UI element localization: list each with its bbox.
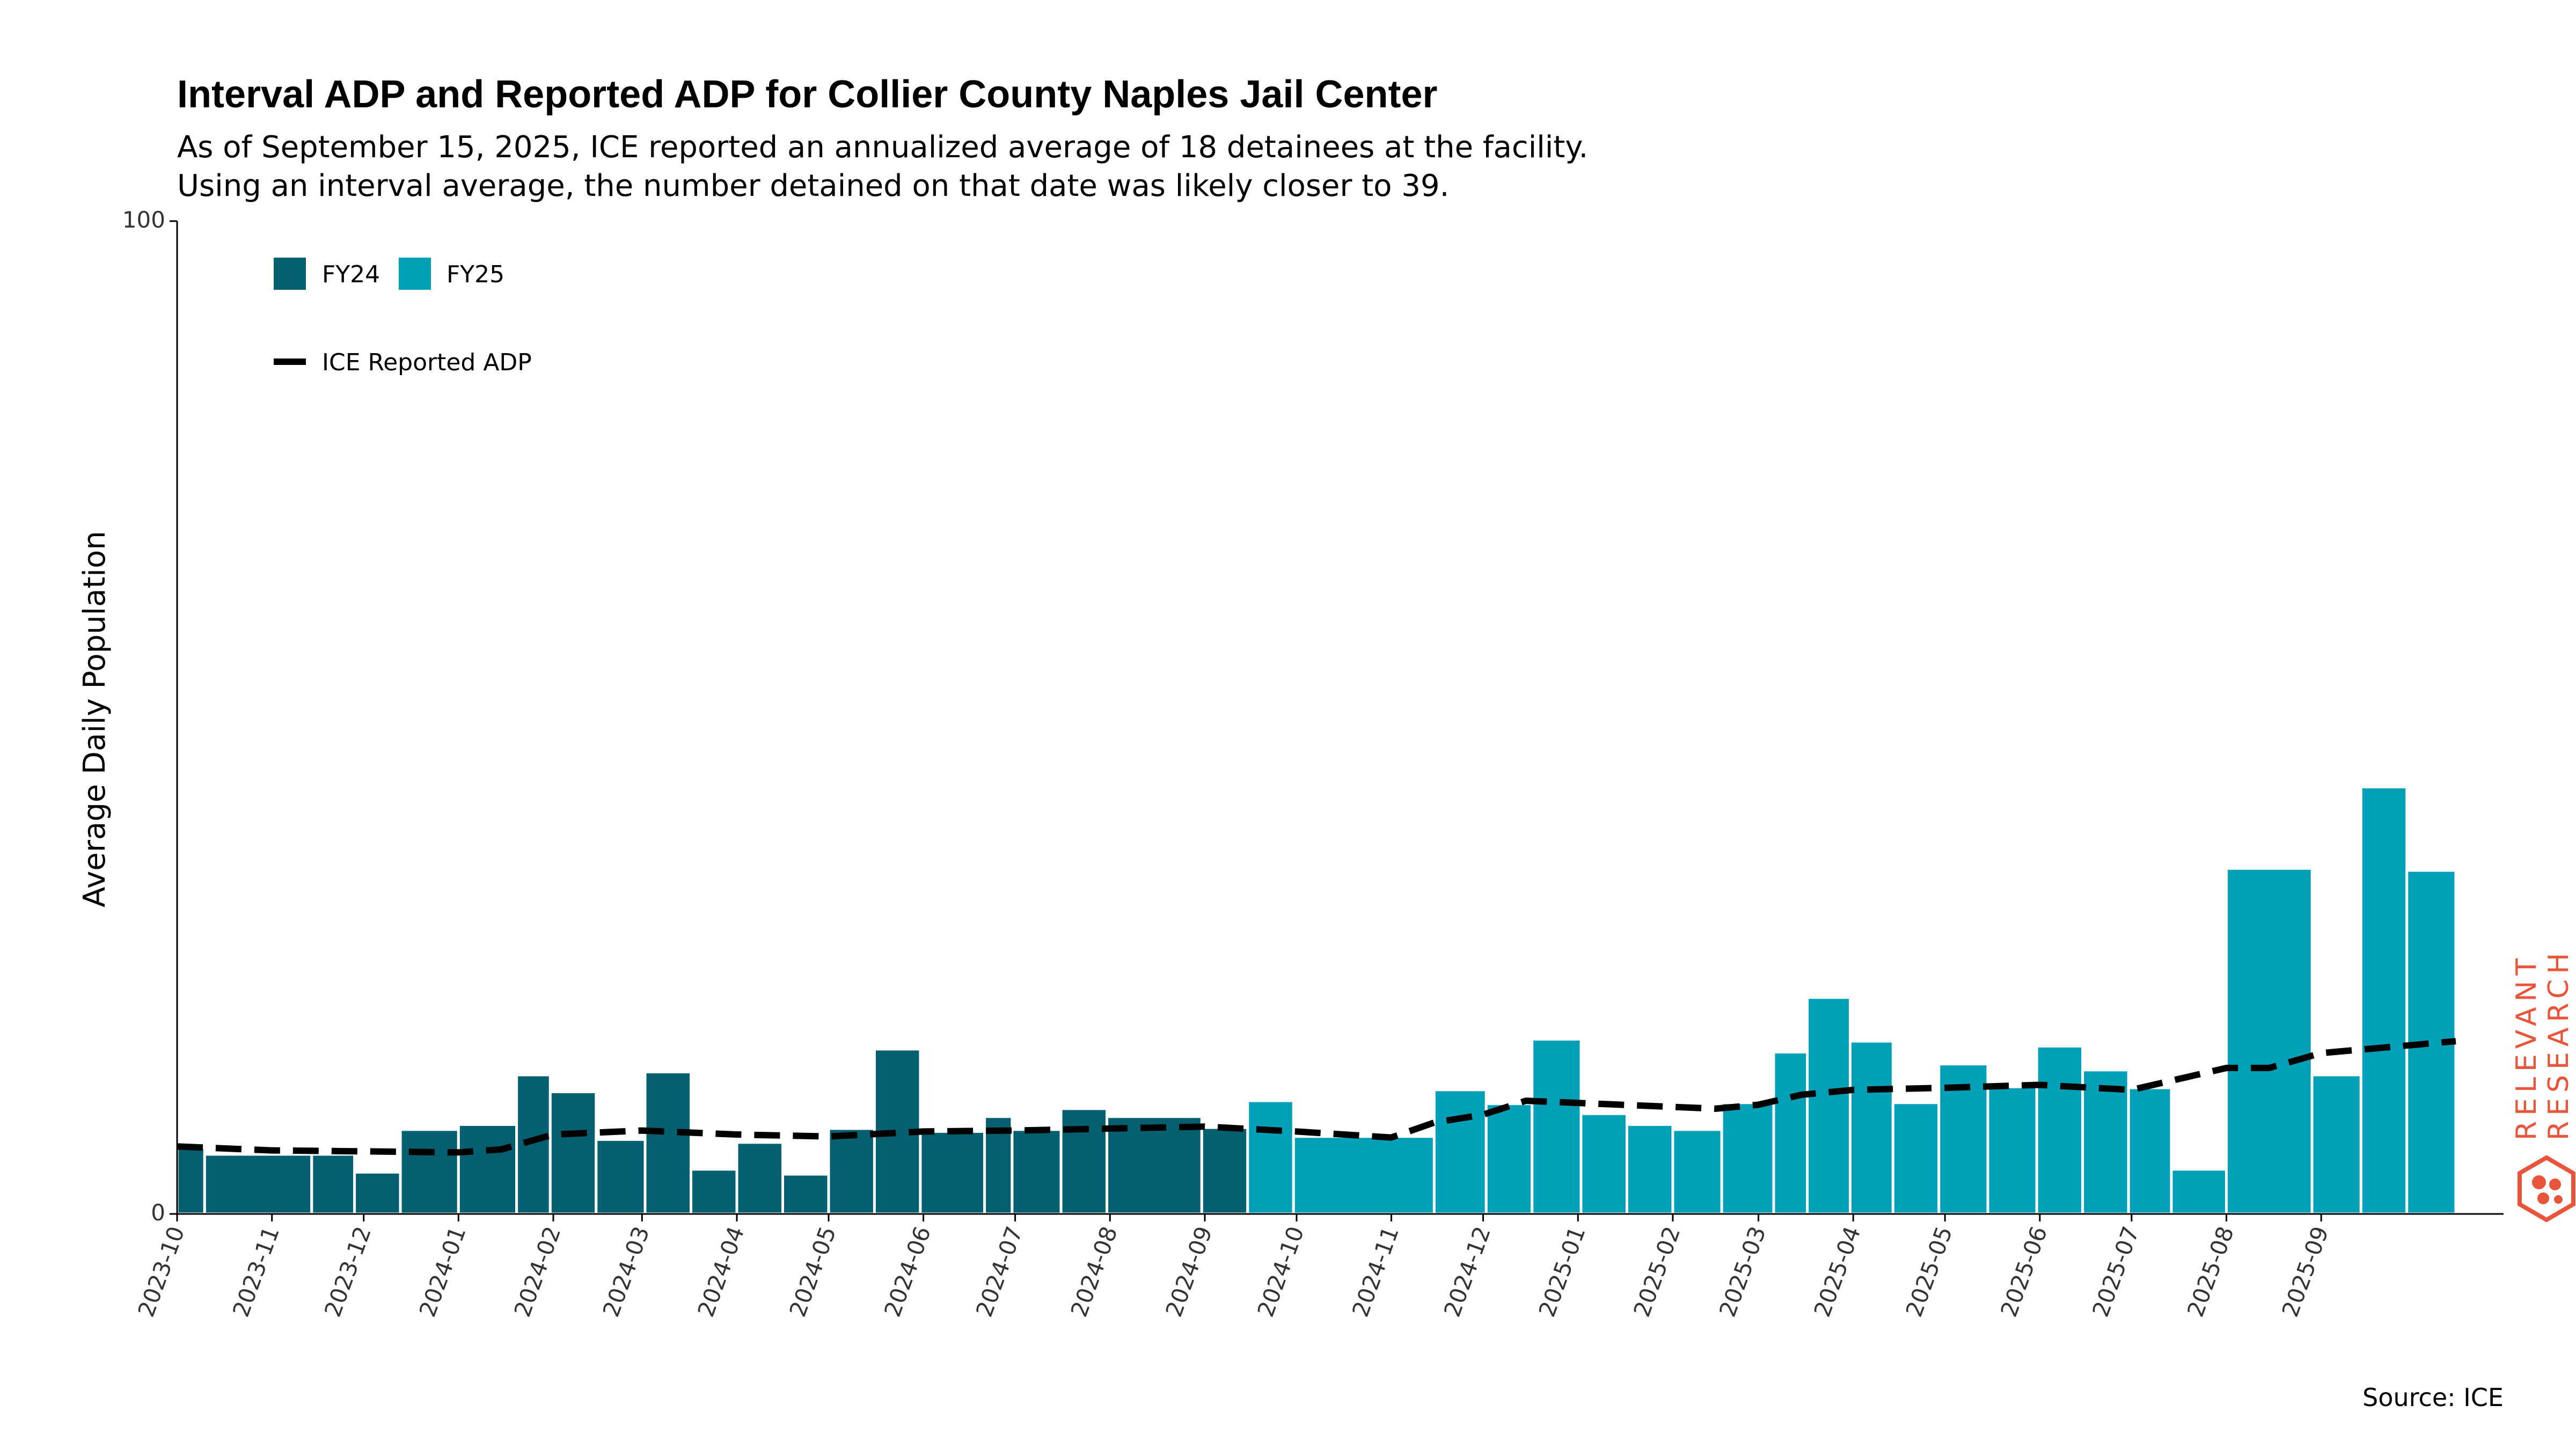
bar-2025-05-15 bbox=[1986, 1085, 2038, 1216]
bar-2025-08-01 bbox=[2225, 867, 2314, 1216]
bar-2025-02-01 bbox=[1671, 1128, 1723, 1216]
x-tick-label-2024-10: 2024-10 bbox=[1252, 1223, 1309, 1321]
reported-adp-line bbox=[177, 1038, 2456, 1156]
x-tick-label-2024-06: 2024-06 bbox=[879, 1223, 936, 1321]
x-tick-label-2024-09: 2024-09 bbox=[1160, 1223, 1217, 1321]
x-tick-label-2025-04: 2025-04 bbox=[1809, 1223, 1866, 1321]
bar-2025-06-30 bbox=[2127, 1086, 2173, 1216]
x-tick-label-2023-12: 2023-12 bbox=[319, 1223, 376, 1321]
x-tick-label-2025-06: 2025-06 bbox=[1995, 1223, 2052, 1321]
x-tick-label-2024-01: 2024-01 bbox=[414, 1223, 471, 1321]
bar-2025-09-14 bbox=[2359, 786, 2409, 1216]
bar-2024-07-16 bbox=[1059, 1107, 1109, 1216]
bar-2025-02-17 bbox=[1720, 1101, 1775, 1216]
bar-2024-03-02 bbox=[643, 1071, 692, 1216]
bar-2024-09-30 bbox=[1292, 1135, 1436, 1216]
x-tick-label-2024-08: 2024-08 bbox=[1066, 1223, 1123, 1321]
bar-2024-05-31 bbox=[919, 1130, 986, 1216]
x-tick-label-2023-10: 2023-10 bbox=[133, 1223, 189, 1321]
x-tick-label-2025-08: 2025-08 bbox=[2182, 1223, 2239, 1321]
legend-label-fy25: FY25 bbox=[447, 261, 504, 288]
bar-2024-12-17 bbox=[1531, 1037, 1583, 1216]
x-tick-label-2025-07: 2025-07 bbox=[2087, 1223, 2144, 1321]
x-tick-label-2024-02: 2024-02 bbox=[509, 1223, 566, 1321]
bar-2025-01-17 bbox=[1626, 1123, 1674, 1216]
x-tick-label-2024-05: 2024-05 bbox=[784, 1223, 841, 1321]
relevant-research-logo: RELEVANT RESEARCH bbox=[2511, 948, 2575, 1223]
bar-2025-05-31 bbox=[2035, 1044, 2084, 1216]
chart-title: Interval ADP and Reported ADP for Collie… bbox=[177, 73, 1438, 116]
x-ticks-group: 2023-10 2023-11 2023-12 2024-01 2024-02 2024-… bbox=[133, 1214, 2334, 1321]
legend-swatch-fy24 bbox=[274, 258, 306, 290]
x-tick-label-2024-12: 2024-12 bbox=[1439, 1223, 1496, 1321]
bar-2023-11-14 bbox=[310, 1153, 356, 1216]
x-tick-label-2024-04: 2024-04 bbox=[692, 1223, 749, 1321]
bar-2023-10-10 bbox=[203, 1153, 313, 1216]
x-tick-label-2024-03: 2024-03 bbox=[598, 1223, 655, 1321]
bar-2023-10-01 bbox=[175, 1146, 206, 1216]
x-tick-label-2025-09: 2025-09 bbox=[2277, 1223, 2334, 1321]
legend-swatch-fy25 bbox=[399, 258, 431, 290]
bar-2024-04-01 bbox=[735, 1141, 784, 1216]
bar-2024-04-16 bbox=[781, 1173, 830, 1216]
bar-2025-03-17 bbox=[1806, 996, 1851, 1216]
bars-group bbox=[175, 786, 2457, 1216]
bar-2025-01-02 bbox=[1579, 1112, 1628, 1216]
bar-2024-11-15 bbox=[1432, 1088, 1488, 1216]
x-tick-label-2025-01: 2025-01 bbox=[1534, 1223, 1591, 1321]
x-tick-label-2025-02: 2025-02 bbox=[1628, 1223, 1685, 1321]
bar-2025-03-31 bbox=[1849, 1040, 1894, 1216]
y-tick-label-top: 100 bbox=[122, 207, 165, 233]
source-note: Source: ICE bbox=[2362, 1383, 2504, 1412]
bar-2024-01-20 bbox=[515, 1073, 552, 1216]
bar-2023-12-13 bbox=[399, 1128, 460, 1216]
logo-line-2: RESEARCH bbox=[2543, 948, 2575, 1140]
x-tick-label-2025-03: 2025-03 bbox=[1714, 1223, 1771, 1321]
bar-2024-01-31 bbox=[548, 1091, 598, 1216]
bar-2024-12-02 bbox=[1484, 1102, 1534, 1216]
bar-2024-02-15 bbox=[595, 1138, 647, 1216]
x-tick-label-2024-11: 2024-11 bbox=[1347, 1223, 1404, 1321]
bar-2023-11-28 bbox=[353, 1170, 402, 1216]
bar-2025-08-29 bbox=[2310, 1073, 2362, 1216]
bar-2024-06-30 bbox=[1011, 1128, 1063, 1216]
logo-line-1: RELEVANT bbox=[2511, 953, 2543, 1140]
legend: FY24 FY25 ICE Reported ADP bbox=[274, 258, 532, 376]
bar-2024-08-31 bbox=[1200, 1126, 1249, 1216]
bar-2025-03-06 bbox=[1772, 1051, 1809, 1216]
legend-label-fy24: FY24 bbox=[322, 261, 380, 288]
bar-2025-07-14 bbox=[2170, 1168, 2228, 1216]
y-tick-label-bottom: 0 bbox=[151, 1199, 165, 1226]
legend-label-reported-adp: ICE Reported ADP bbox=[322, 349, 532, 376]
x-tick-label-2025-05: 2025-05 bbox=[1901, 1223, 1958, 1321]
y-axis-label: Average Daily Population bbox=[77, 531, 112, 907]
logo-mark-icon bbox=[2518, 1155, 2575, 1223]
reported-adp-layer bbox=[177, 1038, 2456, 1156]
chart-subtitle-line-1: As of September 15, 2025, ICE reported a… bbox=[177, 130, 1588, 165]
bar-2024-09-15 bbox=[1246, 1099, 1295, 1216]
x-tick-label-2023-11: 2023-11 bbox=[228, 1223, 284, 1321]
x-tick-label-2024-07: 2024-07 bbox=[971, 1223, 1028, 1321]
bar-2024-05-01 bbox=[827, 1127, 876, 1216]
bar-2024-03-17 bbox=[690, 1168, 738, 1216]
bar-2024-01-01 bbox=[457, 1123, 518, 1216]
bar-2025-04-14 bbox=[1891, 1101, 1941, 1216]
chart-subtitle-line-2: Using an interval average, the number de… bbox=[177, 169, 1449, 203]
